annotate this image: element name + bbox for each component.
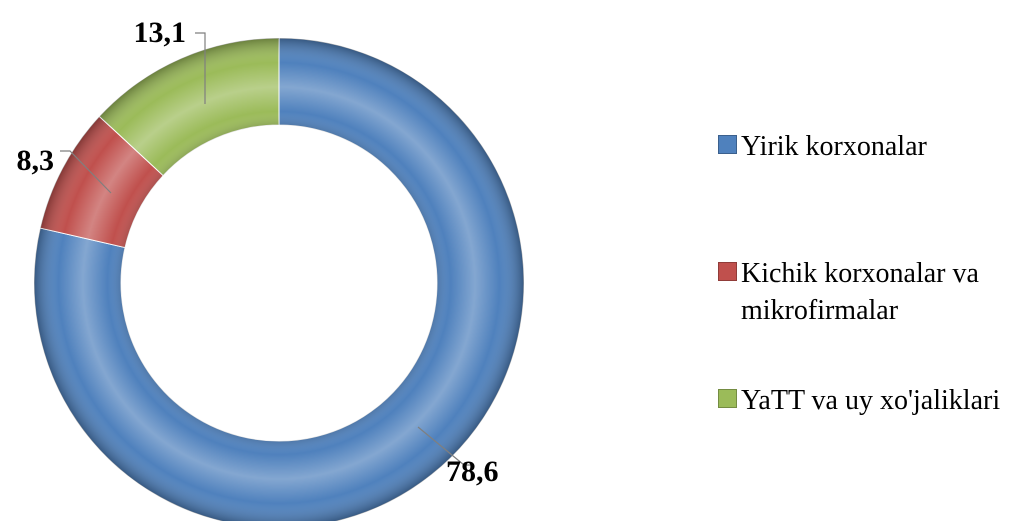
slice-shading-yirik-korxonalar [34,38,524,521]
legend-label-yatt: YaTT va uy xo'jaliklari [741,385,1001,416]
legend-swatch-yirik-korxonalar [718,135,737,154]
leader-line-kichik-korxonalar-va-mikrofirmalar [60,150,112,194]
doughnut-slices [33,37,525,521]
data-label-yatt-va-uy-xo-jaliklari: 13,1 [134,16,187,49]
legend-item-kichik-korxonalar: Kichik korxonalar va mikrofirmalar [718,255,1011,329]
leader-line-yatt-va-uy-xo-jaliklari [195,32,206,104]
legend-swatch-kichik-korxonalar [718,262,737,281]
leader-line-yirik-korxonalar [417,426,472,466]
legend-item-yirik-korxonalar: Yirik korxonalar [718,128,1011,165]
data-label-yirik-korxonalar: 78,6 [446,455,499,488]
legend-swatch-yatt [718,389,737,408]
data-labels: 78,6 8,3 13,1 [17,16,499,488]
data-label-kichik-korxonalar-va-mikrofirmalar: 8,3 [17,144,55,177]
slice-shading-kichik-korxonalar-va-mikrofirmalar [40,116,164,248]
legend-label-kichik-korxonalar: Kichik korxonalar va mikrofirmalar [741,258,979,326]
legend-item-yatt: YaTT va uy xo'jaliklari [718,382,1011,419]
slice-shading-yatt-va-uy-xo-jaliklari [99,38,279,176]
legend-label-yirik-korxonalar: Yirik korxonalar [741,131,927,162]
